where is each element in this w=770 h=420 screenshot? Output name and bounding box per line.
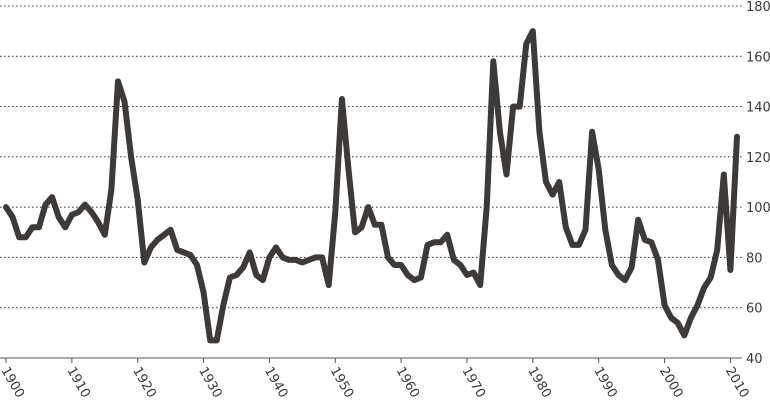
x-axis [0,357,742,363]
x-tick-label: 1940 [261,365,291,401]
x-tick-label: 1950 [327,365,357,401]
x-tick-label: 2010 [722,365,752,401]
x-tick-label: 1990 [590,365,620,401]
data-points [5,31,738,341]
x-tick-label: 1900 [0,365,27,401]
x-tick-label: 2000 [656,365,686,401]
y-tick-label: 120 [746,151,770,166]
x-tick-label: 1970 [459,365,489,401]
y-tick-label: 140 [746,101,770,116]
y-tick-label: 180 [746,0,770,15]
y-tick-label: 80 [746,251,763,266]
y-tick-label: 100 [746,201,770,216]
x-axis-tick-labels: 1900 1910 1920 1930 1940 1950 1960 1970 1980 1990… [0,365,751,401]
y-tick-label: 40 [746,352,763,367]
x-tick-label: 1920 [129,365,159,401]
x-tick-label: 1980 [524,365,554,401]
x-tick-label: 1930 [195,365,225,401]
y-tick-label: 160 [746,50,770,65]
y-axis-tick-labels: 40 60 80 100 120 140 160 180 [746,0,770,367]
y-tick-label: 60 [746,302,763,317]
series-line [3,28,740,344]
x-tick-label: 1910 [63,365,93,401]
x-tick-label: 1960 [393,365,423,401]
